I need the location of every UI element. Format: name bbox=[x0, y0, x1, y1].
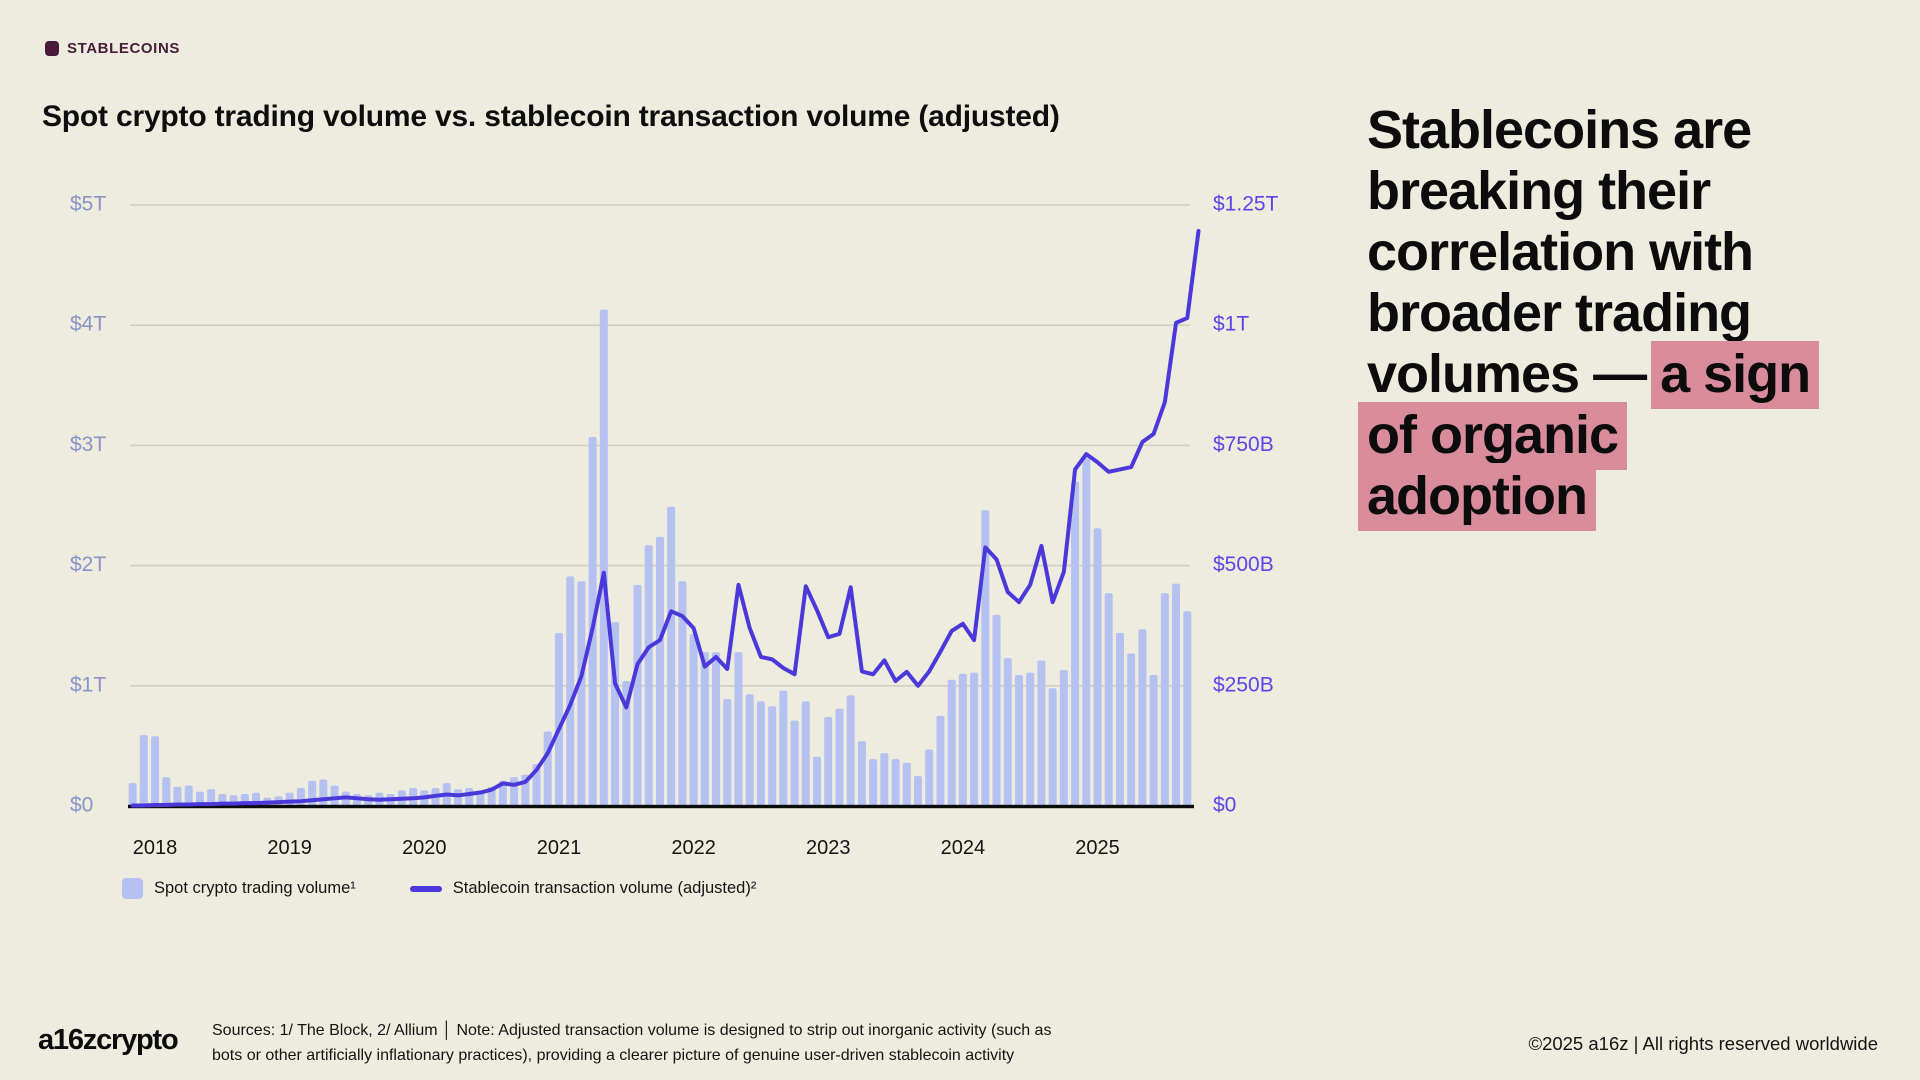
headline-line: breaking their bbox=[1367, 161, 1897, 222]
svg-text:$750B: $750B bbox=[1213, 433, 1274, 456]
headline: Stablecoins are breaking their correlation… bbox=[1358, 100, 1897, 531]
svg-text:$500B: $500B bbox=[1213, 553, 1274, 576]
tag-square-icon bbox=[45, 41, 59, 56]
chart-area: $5T $1.25T $4T $1T $3T $750B $2T $500B $1T $250B $… bbox=[68, 160, 1368, 880]
section-tag: STABLECOINS bbox=[45, 40, 180, 57]
footer-sources-line1: Sources: 1/ The Block, 2/ Allium │ Note:… bbox=[212, 1022, 1052, 1039]
svg-text:$1T: $1T bbox=[1213, 313, 1249, 336]
bar-swatch-icon bbox=[122, 878, 143, 899]
svg-text:2018: 2018 bbox=[133, 837, 178, 859]
headline-text: volumes — bbox=[1367, 344, 1661, 404]
headline-line: correlation with bbox=[1367, 222, 1897, 283]
headline-line: broader trading bbox=[1367, 283, 1897, 344]
chart-title: Spot crypto trading volume vs. stablecoi… bbox=[42, 100, 1060, 133]
headline-text: breaking their bbox=[1367, 161, 1711, 221]
line-swatch-icon bbox=[409, 885, 442, 892]
headline-line: adoption bbox=[1358, 463, 1897, 531]
footer-sources: Sources: 1/ The Block, 2/ Allium │ Note:… bbox=[212, 1018, 1092, 1068]
headline-line: volumes — a sign bbox=[1367, 341, 1897, 409]
headline-text: correlation with bbox=[1367, 222, 1754, 282]
headline-highlight-text: of organic bbox=[1358, 402, 1628, 470]
chart-legend: Spot crypto trading volume¹ Stablecoin t… bbox=[122, 878, 756, 899]
svg-text:$0: $0 bbox=[1213, 794, 1236, 817]
svg-text:$0: $0 bbox=[70, 794, 93, 817]
footer-sources-line2: bots or other artificially inflationary … bbox=[212, 1047, 1015, 1064]
a16zcrypto-logo: a16zcrypto bbox=[38, 1024, 179, 1056]
headline-highlight-text: adoption bbox=[1358, 463, 1596, 531]
svg-text:2022: 2022 bbox=[671, 837, 716, 859]
headline-text: broader trading bbox=[1367, 283, 1752, 343]
tag-label: STABLECOINS bbox=[67, 40, 180, 57]
svg-text:2023: 2023 bbox=[806, 837, 851, 859]
svg-text:2025: 2025 bbox=[1075, 837, 1120, 859]
headline-line: of organic bbox=[1358, 402, 1897, 470]
svg-text:2020: 2020 bbox=[402, 837, 447, 859]
footer-copyright: ©2025 a16z | All rights reserved worldwi… bbox=[1528, 1033, 1878, 1054]
legend-label-spot-volume: Spot crypto trading volume¹ bbox=[154, 879, 356, 897]
svg-text:2019: 2019 bbox=[267, 837, 312, 859]
legend-label-stablecoin-volume: Stablecoin transaction volume (adjusted)… bbox=[452, 879, 757, 897]
svg-text:$250B: $250B bbox=[1213, 673, 1274, 696]
svg-text:$1T: $1T bbox=[70, 673, 106, 696]
headline-line: Stablecoins are bbox=[1367, 100, 1897, 161]
svg-text:$4T: $4T bbox=[70, 313, 106, 336]
svg-text:$3T: $3T bbox=[70, 433, 106, 456]
svg-text:2024: 2024 bbox=[941, 837, 986, 859]
svg-text:$2T: $2T bbox=[70, 553, 106, 576]
dual-axis-chart: $5T $1.25T $4T $1T $3T $750B $2T $500B $1T $250B $… bbox=[70, 193, 1279, 859]
legend-item-spot-volume: Spot crypto trading volume¹ bbox=[122, 878, 356, 899]
svg-text:2021: 2021 bbox=[537, 837, 582, 859]
svg-text:$5T: $5T bbox=[70, 193, 106, 216]
headline-text: Stablecoins are bbox=[1367, 100, 1752, 160]
legend-item-stablecoin-volume: Stablecoin transaction volume (adjusted)… bbox=[409, 879, 757, 898]
svg-text:$1.25T: $1.25T bbox=[1213, 193, 1279, 216]
headline-highlight-text: a sign bbox=[1651, 341, 1820, 409]
